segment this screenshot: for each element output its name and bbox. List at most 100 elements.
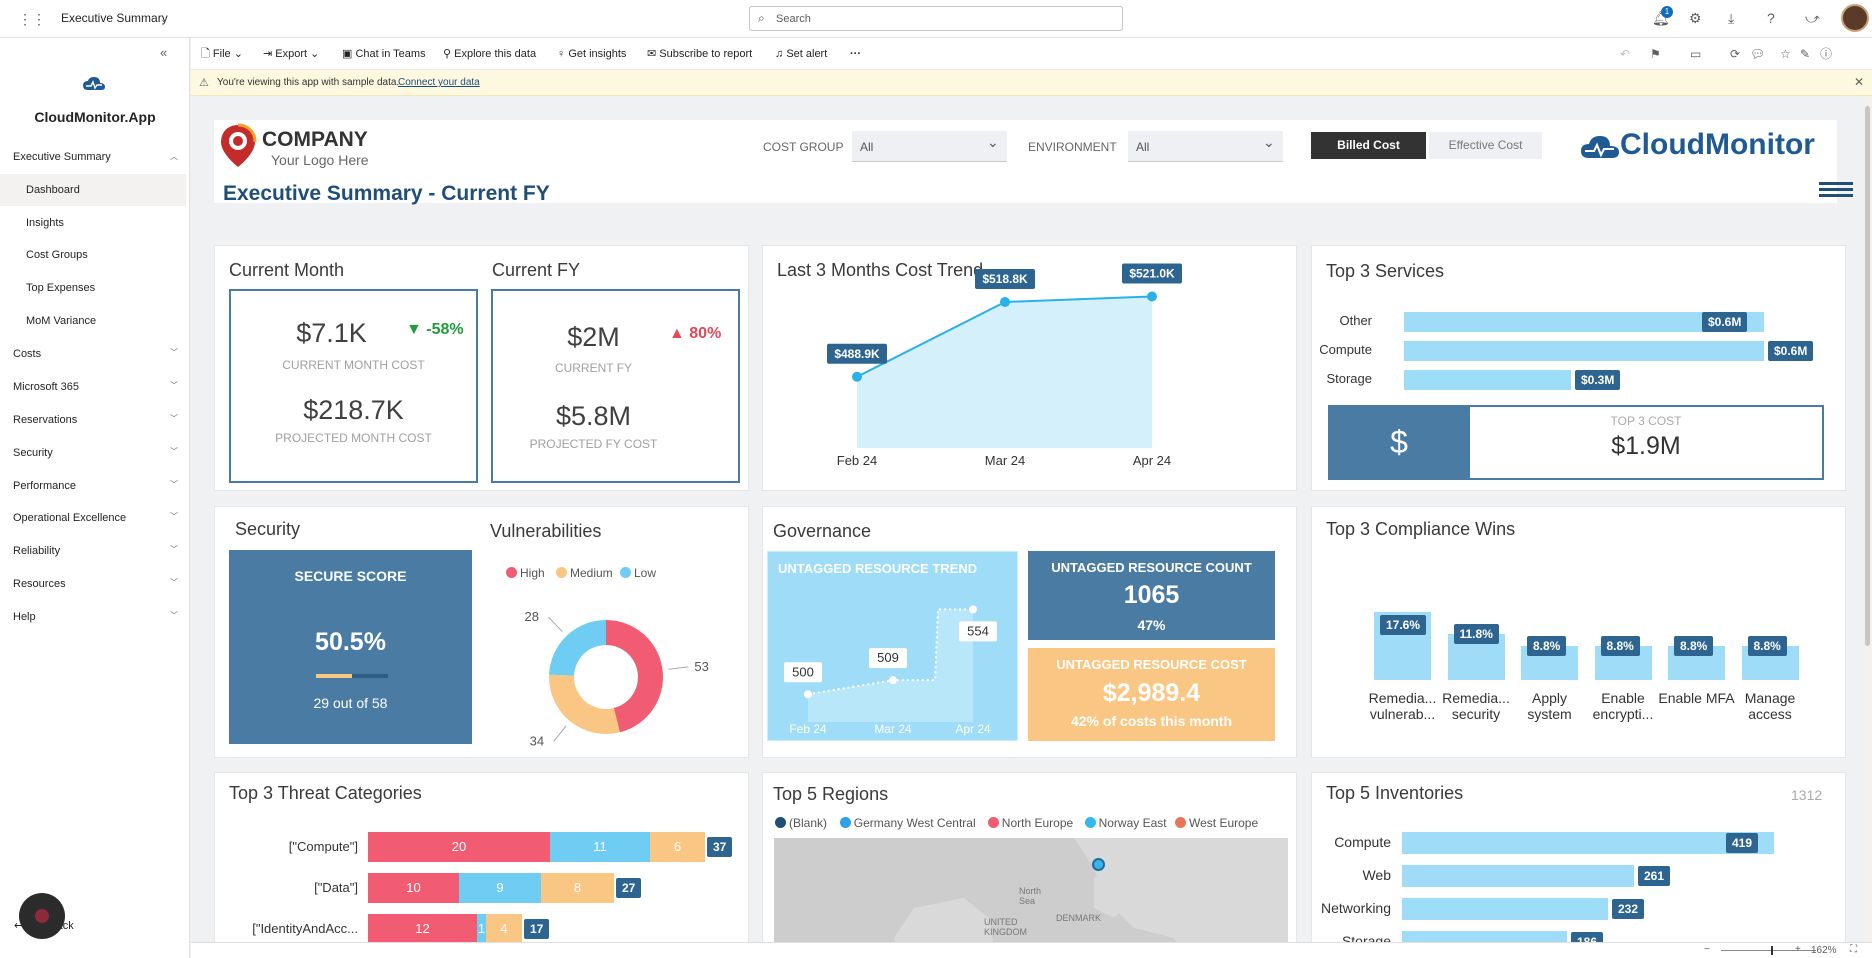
hamburger-menu-icon[interactable] bbox=[1819, 182, 1853, 198]
legend-dot bbox=[775, 817, 786, 828]
sidebar-item-mom-variance[interactable]: MoM Variance bbox=[26, 315, 97, 327]
untagged-cost-label: UNTAGGED RESOURCE COST bbox=[1056, 657, 1247, 672]
download-icon[interactable]: ⤓ bbox=[1728, 10, 1735, 26]
info-icon[interactable]: ⓘ bbox=[1820, 47, 1833, 61]
chevron-down-icon[interactable]: ﹀ bbox=[170, 480, 178, 489]
inventory-bar bbox=[1402, 865, 1634, 887]
zoom-out-icon[interactable]: − bbox=[1704, 944, 1710, 955]
vertical-scrollbar[interactable] bbox=[1863, 96, 1872, 942]
get-insights-button[interactable]: ♀ Get insights bbox=[557, 46, 626, 62]
donut-value-label: 34 bbox=[530, 733, 544, 748]
file-menu[interactable]: 🗋 File ⌄ bbox=[201, 48, 243, 60]
vulnerabilities-legend: High Medium Low bbox=[506, 566, 746, 582]
app-title[interactable]: Executive Summary bbox=[61, 11, 168, 25]
zoom-slider[interactable] bbox=[1721, 946, 1816, 955]
environment-value: All bbox=[1136, 140, 1150, 154]
connect-data-link[interactable]: Connect your data bbox=[398, 77, 480, 88]
sidebar-item-performance[interactable]: Performance bbox=[13, 480, 76, 492]
share-icon[interactable]: ⤻ bbox=[1805, 10, 1820, 26]
trend-x-tick: Apr 24 bbox=[1133, 453, 1171, 468]
inventory-label: Storage bbox=[1341, 933, 1391, 942]
donut-leader-line bbox=[548, 616, 563, 632]
sidebar-item-operational-excellence[interactable]: Operational Excellence bbox=[13, 512, 127, 524]
undo-icon[interactable]: ↶ bbox=[1620, 47, 1631, 61]
untagged-cost-detail: 42% of costs this month bbox=[1070, 713, 1233, 729]
chevron-down-icon[interactable]: ﹀ bbox=[170, 447, 178, 456]
sidebar-item-help[interactable]: Help bbox=[13, 611, 36, 623]
sidebar-item-reliability[interactable]: Reliability bbox=[13, 545, 61, 557]
sidebar-item-microsoft-365[interactable]: Microsoft 365 bbox=[13, 381, 80, 393]
cost-group-dropdown[interactable]: All ⌄ bbox=[852, 131, 1007, 162]
sidebar-item-insights[interactable]: Insights bbox=[26, 217, 64, 229]
help-icon[interactable]: ? bbox=[1767, 10, 1775, 26]
top-cost-value: $1.9M bbox=[1611, 432, 1681, 460]
top-services-card: Top 3 Services $ TOP 3 COST $1.9M Other $… bbox=[1311, 245, 1846, 491]
legend-dot bbox=[1175, 817, 1186, 828]
favorite-star-icon[interactable]: ☆ bbox=[1780, 47, 1791, 61]
comment-icon[interactable]: 💬︎ bbox=[1750, 47, 1766, 61]
chevron-down-icon[interactable]: ﹀ bbox=[170, 578, 178, 587]
chevron-down-icon[interactable]: ﹀ bbox=[170, 348, 178, 357]
secure-score-value: 50.5% bbox=[315, 628, 386, 656]
sidebar-item-costs[interactable]: Costs bbox=[13, 348, 42, 360]
brand-name: CloudMonitor bbox=[1620, 128, 1815, 161]
view-icon[interactable]: ▭ bbox=[1690, 47, 1702, 61]
sidebar-item-executive-summary[interactable]: Executive Summary bbox=[13, 151, 111, 163]
subscribe-button[interactable]: ✉ Subscribe to report bbox=[647, 46, 752, 62]
close-icon[interactable]: ✕ bbox=[1854, 75, 1865, 89]
untagged-cost-box: UNTAGGED RESOURCE COST $2,989.4 42% of c… bbox=[1028, 648, 1275, 741]
inventory-bar bbox=[1402, 898, 1608, 920]
fit-page-icon[interactable]: ⛶ bbox=[1850, 944, 1857, 955]
legend-label: North Europe bbox=[1001, 816, 1074, 830]
chevron-down-icon[interactable]: ﹀ bbox=[170, 414, 178, 423]
collapse-nav-icon[interactable]: « bbox=[160, 45, 168, 60]
inventory-label: Compute bbox=[1334, 834, 1391, 850]
threat-segment-low: 1 bbox=[477, 914, 486, 942]
sidebar-item-top-expenses[interactable]: Top Expenses bbox=[26, 282, 96, 294]
chat-in-teams-button[interactable]: ▣ Chat in Teams bbox=[342, 46, 426, 62]
chevron-up-icon[interactable]: ︿ bbox=[170, 152, 178, 161]
edit-icon[interactable]: ✎ bbox=[1800, 47, 1811, 61]
bookmark-icon[interactable]: ⚑ bbox=[1650, 47, 1661, 61]
effective-cost-button[interactable]: Effective Cost bbox=[1429, 132, 1542, 159]
regions-map[interactable]: North Sea DENMARK UNITED KINGDOM bbox=[774, 838, 1288, 942]
sidebar-item-resources[interactable]: Resources bbox=[13, 578, 66, 590]
assistant-button[interactable] bbox=[19, 893, 65, 939]
legend-dot bbox=[620, 567, 631, 578]
untagged-count-pct: 47% bbox=[1137, 617, 1166, 633]
sidebar-item-security[interactable]: Security bbox=[13, 447, 53, 459]
sidebar-item-cost-groups[interactable]: Cost Groups bbox=[26, 249, 88, 261]
projected-fy-cost-label: PROJECTED FY COST bbox=[529, 437, 658, 451]
threat-category-label: ["Data"] bbox=[314, 880, 358, 895]
environment-dropdown[interactable]: All ⌄ bbox=[1128, 131, 1283, 162]
app-launcher-icon[interactable]: ⋮⋮ bbox=[18, 11, 46, 27]
toolbar: 🗋 File ⌄ ⇥ Export ⌄ ▣ Chat in Teams ⚲ Ex… bbox=[191, 38, 1872, 70]
explore-data-button[interactable]: ⚲ Explore this data bbox=[443, 46, 536, 62]
chevron-down-icon[interactable]: ﹀ bbox=[170, 545, 178, 554]
sidebar-active-highlight bbox=[0, 174, 186, 206]
regions-card: Top 5 Regions (Blank) Germany West Centra… bbox=[762, 772, 1297, 942]
compliance-bar-label: 8.8% bbox=[1674, 636, 1714, 656]
avatar[interactable] bbox=[1841, 4, 1869, 32]
regions-legend: (Blank) Germany West Central North Europe N… bbox=[775, 816, 1295, 832]
map-marker-norway-east[interactable] bbox=[1092, 858, 1105, 871]
billed-cost-button[interactable]: Billed Cost bbox=[1311, 132, 1426, 159]
chevron-down-icon[interactable]: ﹀ bbox=[170, 611, 178, 620]
more-options-button[interactable]: ··· bbox=[850, 48, 861, 60]
zoom-slider-thumb[interactable] bbox=[1771, 946, 1773, 955]
refresh-icon[interactable]: ⟳ bbox=[1730, 47, 1741, 61]
sidebar-item-reservations[interactable]: Reservations bbox=[13, 414, 78, 426]
gear-icon[interactable]: ⚙ bbox=[1689, 10, 1702, 26]
assistant-icon bbox=[35, 909, 49, 923]
region-legend-item: (Blank) bbox=[775, 816, 827, 830]
zoom-in-icon[interactable]: + bbox=[1795, 944, 1801, 955]
scrollbar-thumb[interactable] bbox=[1865, 106, 1870, 646]
set-alert-button[interactable]: ♫ Set alert bbox=[775, 46, 827, 62]
chevron-down-icon[interactable]: ⌄ bbox=[160, 14, 168, 24]
search-box[interactable]: ⌕ Search bbox=[749, 6, 1123, 31]
sidebar-item-dashboard[interactable]: Dashboard bbox=[26, 184, 80, 196]
chevron-down-icon[interactable]: ﹀ bbox=[170, 512, 178, 521]
chevron-down-icon[interactable]: ﹀ bbox=[170, 381, 178, 390]
inventory-bar-label: 419 bbox=[1726, 833, 1759, 853]
export-menu[interactable]: ⇥ Export ⌄ bbox=[263, 48, 320, 60]
